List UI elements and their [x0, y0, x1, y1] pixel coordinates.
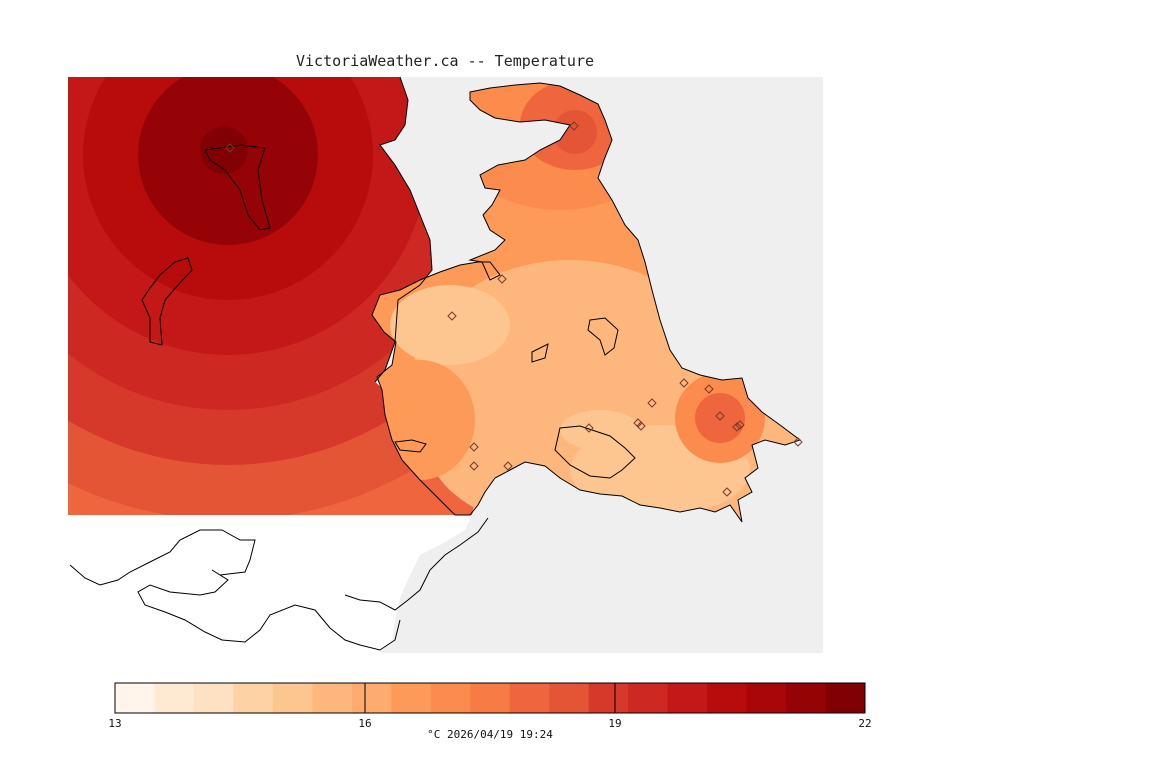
colorbar-tick-label: 19	[608, 717, 622, 730]
station-marker[interactable]	[793, 437, 803, 447]
station-marker[interactable]	[704, 384, 714, 394]
colorbar-swatch	[588, 683, 629, 713]
colorbar-swatch	[667, 683, 708, 713]
map-title: VictoriaWeather.ca -- Temperature	[295, 52, 594, 70]
colorbar-swatch	[115, 683, 155, 713]
colorbar-swatch	[312, 683, 353, 713]
station-marker[interactable]	[647, 398, 657, 408]
colorbar-tick-label: 22	[858, 717, 872, 730]
station-marker[interactable]	[732, 422, 742, 432]
outside-data-region	[68, 515, 472, 653]
colorbar-swatch	[351, 683, 392, 713]
station-marker[interactable]	[569, 121, 579, 131]
isotherm-band	[390, 285, 510, 365]
station-marker[interactable]	[469, 461, 479, 471]
isotherm-band	[695, 393, 745, 443]
colorbar-swatch	[233, 683, 274, 713]
timestamp-label: 2026/04/19 19:24	[446, 728, 553, 741]
colorbar-swatch	[746, 683, 787, 713]
colorbar-swatch	[549, 683, 590, 713]
colorbar-swatch	[154, 683, 195, 713]
colorbar-swatch	[825, 683, 866, 713]
colorbar-swatch	[786, 683, 827, 713]
station-marker[interactable]	[497, 274, 507, 284]
weather-stations[interactable]	[225, 121, 803, 497]
station-marker[interactable]	[735, 420, 745, 430]
isotherm-band	[560, 410, 640, 450]
station-marker[interactable]	[715, 411, 725, 421]
colorbar-swatch	[430, 683, 471, 713]
station-marker[interactable]	[503, 461, 513, 471]
station-marker[interactable]	[447, 311, 457, 321]
station-marker[interactable]	[679, 378, 689, 388]
colorbar-tick-label: 13	[108, 717, 122, 730]
colorbar-frame	[114, 682, 866, 714]
colorbar-swatch	[193, 683, 234, 713]
colorbar-swatch	[470, 683, 511, 713]
station-marker[interactable]	[584, 423, 594, 433]
station-marker[interactable]	[636, 421, 646, 431]
colorbar-swatch	[628, 683, 669, 713]
station-marker[interactable]	[225, 143, 235, 153]
colorbar-swatch	[707, 683, 748, 713]
temperature-colorbar	[114, 682, 866, 714]
isotherm-band	[553, 110, 597, 154]
map-footer: °C 2026/04/19 19:24	[0, 728, 980, 741]
isotherm-band	[200, 126, 248, 174]
colorbar-tick-label: 16	[358, 717, 372, 730]
colorbar-swatch	[509, 683, 550, 713]
station-marker[interactable]	[722, 487, 732, 497]
colorbar-swatch	[272, 683, 313, 713]
units-label: °C	[427, 728, 441, 741]
coastlines	[69, 76, 801, 651]
colorbar-swatch	[391, 683, 432, 713]
station-marker[interactable]	[469, 442, 479, 452]
